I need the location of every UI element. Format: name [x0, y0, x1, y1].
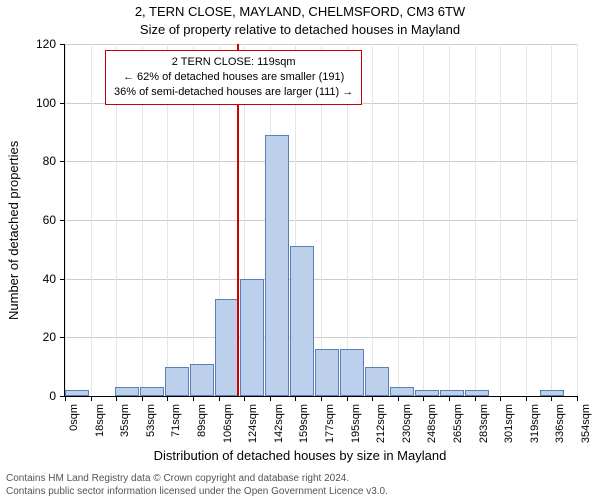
- histogram-bar: [415, 390, 439, 396]
- ytick-label: 60: [0, 213, 56, 227]
- xtick-mark: [142, 396, 143, 401]
- annotation-line1: 2 TERN CLOSE: 119sqm: [114, 55, 353, 70]
- xtick-mark: [219, 396, 220, 401]
- gridline-v: [423, 44, 424, 396]
- ytick-label: 0: [0, 389, 56, 403]
- histogram-bar: [290, 246, 314, 396]
- gridline-v: [398, 44, 399, 396]
- chart-title-main: 2, TERN CLOSE, MAYLAND, CHELMSFORD, CM3 …: [0, 4, 600, 19]
- histogram-bar: [340, 349, 364, 396]
- xtick-mark: [270, 396, 271, 401]
- gridline-v: [500, 44, 501, 396]
- histogram-bar: [265, 135, 289, 396]
- xtick-mark: [65, 396, 66, 401]
- chart-title-sub: Size of property relative to detached ho…: [0, 22, 600, 37]
- annotation-box: 2 TERN CLOSE: 119sqm ← 62% of detached h…: [105, 50, 362, 105]
- xtick-mark: [577, 396, 578, 401]
- xtick-mark: [398, 396, 399, 401]
- gridline-v: [475, 44, 476, 396]
- chart-container: 2, TERN CLOSE, MAYLAND, CHELMSFORD, CM3 …: [0, 0, 600, 500]
- footnote-line2: Contains public sector information licen…: [6, 485, 388, 498]
- histogram-bar: [390, 387, 414, 396]
- ytick-label: 80: [0, 154, 56, 168]
- xtick-mark: [91, 396, 92, 401]
- x-axis-label: Distribution of detached houses by size …: [0, 448, 600, 463]
- annotation-line3: 36% of semi-detached houses are larger (…: [114, 85, 353, 100]
- xtick-mark: [500, 396, 501, 401]
- xtick-mark: [372, 396, 373, 401]
- histogram-bar: [215, 299, 239, 396]
- xtick-mark: [423, 396, 424, 401]
- gridline-v: [91, 44, 92, 396]
- ytick-label: 20: [0, 330, 56, 344]
- histogram-bar: [190, 364, 214, 396]
- histogram-bar: [365, 367, 389, 396]
- histogram-bar: [540, 390, 564, 396]
- histogram-bar: [165, 367, 189, 396]
- xtick-mark: [449, 396, 450, 401]
- ytick-label: 120: [0, 37, 56, 51]
- histogram-bar: [315, 349, 339, 396]
- xtick-label: 354sqm: [580, 404, 600, 443]
- gridline-v: [65, 44, 66, 396]
- ytick-label: 40: [0, 272, 56, 286]
- histogram-bar: [240, 279, 264, 396]
- annotation-line2: ← 62% of detached houses are smaller (19…: [114, 70, 353, 85]
- xtick-mark: [167, 396, 168, 401]
- xtick-mark: [116, 396, 117, 401]
- gridline-v: [526, 44, 527, 396]
- xtick-mark: [475, 396, 476, 401]
- xtick-mark: [193, 396, 194, 401]
- gridline-v: [577, 44, 578, 396]
- histogram-bar: [140, 387, 164, 396]
- histogram-bar: [465, 390, 489, 396]
- xtick-mark: [551, 396, 552, 401]
- xtick-mark: [244, 396, 245, 401]
- gridline-v: [449, 44, 450, 396]
- xtick-mark: [526, 396, 527, 401]
- histogram-bar: [440, 390, 464, 396]
- xtick-mark: [295, 396, 296, 401]
- xtick-mark: [347, 396, 348, 401]
- xtick-mark: [321, 396, 322, 401]
- footnote: Contains HM Land Registry data © Crown c…: [6, 472, 388, 498]
- gridline-v: [551, 44, 552, 396]
- footnote-line1: Contains HM Land Registry data © Crown c…: [6, 472, 388, 485]
- histogram-bar: [65, 390, 89, 396]
- histogram-bar: [115, 387, 139, 396]
- ytick-label: 100: [0, 96, 56, 110]
- plot-area: 2 TERN CLOSE: 119sqm ← 62% of detached h…: [64, 44, 577, 397]
- gridline-v: [372, 44, 373, 396]
